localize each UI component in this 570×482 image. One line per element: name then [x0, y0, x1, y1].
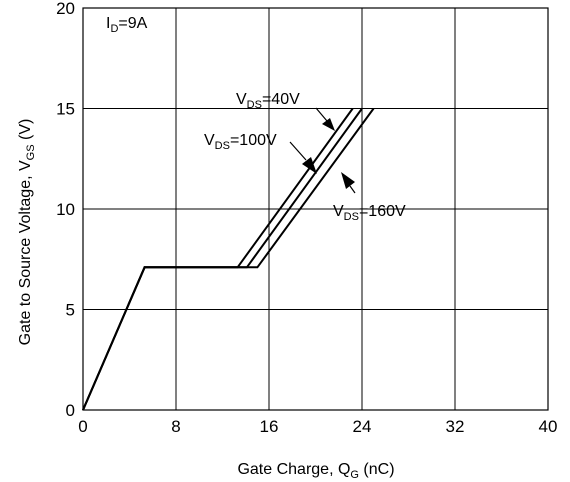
- tick-labels: 0 8 16 24 32 40 0 5 10 15 20: [56, 0, 557, 436]
- x-tick-label: 16: [260, 417, 279, 436]
- x-tick-label: 40: [539, 417, 558, 436]
- y-tick-label: 0: [66, 401, 75, 420]
- series-label-vds-160v: VDS=160V: [333, 203, 406, 223]
- x-tick-label: 8: [171, 417, 180, 436]
- y-tick-label: 15: [56, 100, 75, 119]
- x-axis-title: Gate Charge, QG (nC): [237, 461, 394, 481]
- x-tick-label: 24: [353, 417, 372, 436]
- condition-label: ID=9A: [106, 15, 148, 35]
- arrow-vds-100v: [289, 141, 317, 174]
- y-axis-title: Gate to Source Voltage, VGS (V): [17, 119, 37, 346]
- y-tick-label: 5: [66, 301, 75, 320]
- series-label-vds-100v: VDS=100V: [204, 132, 277, 152]
- y-tick-label: 10: [56, 200, 75, 219]
- series-line-v-ds-40v: [82, 107, 354, 411]
- series-lines: [82, 107, 375, 411]
- series-label-vds-40v: VDS=40V: [236, 91, 300, 111]
- series-line-v-ds-160v: [82, 107, 375, 411]
- arrow-vds-40v: [315, 107, 335, 131]
- plot-frame: [82, 7, 549, 411]
- x-tick-label: 0: [78, 417, 87, 436]
- arrow-vds-160v: [341, 172, 356, 194]
- y-tick-label: 20: [56, 0, 75, 18]
- grid-lines: [83, 8, 548, 410]
- x-tick-label: 32: [446, 417, 465, 436]
